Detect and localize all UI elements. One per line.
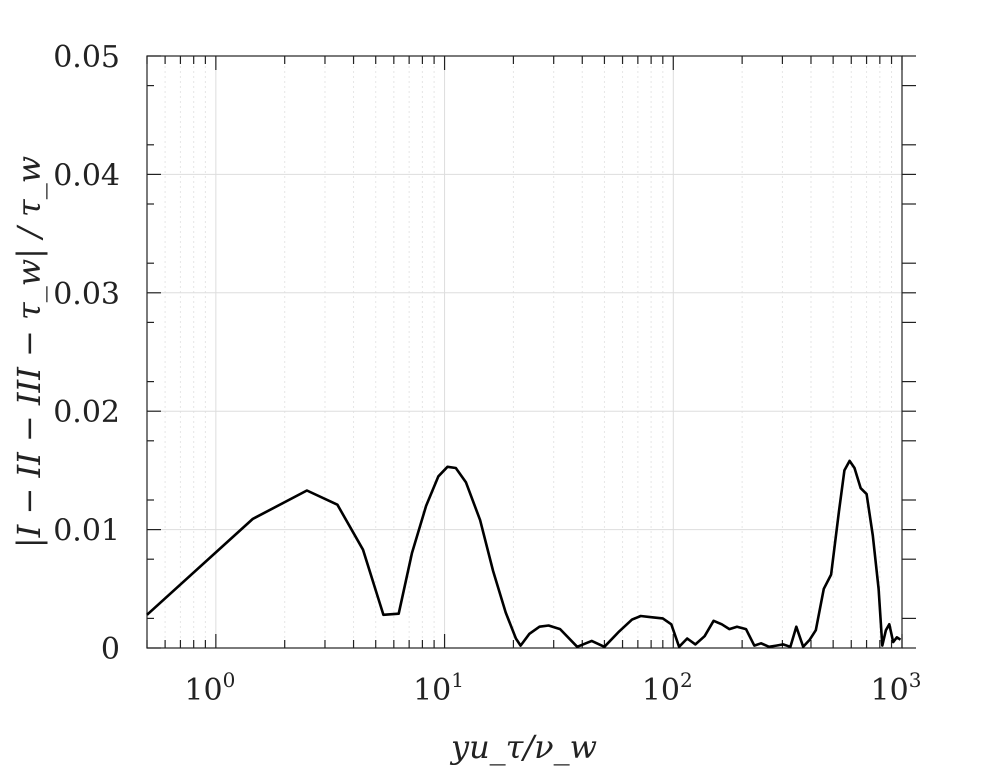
- y-tick-label: 0.05: [53, 40, 120, 75]
- y-axis-label: |I − II − III − τ_w| / τ_w: [10, 156, 48, 548]
- plot-area-frame: [146, 55, 903, 649]
- y-tick-label: 0.01: [53, 514, 120, 549]
- series-layer: [146, 459, 902, 649]
- tick-labels: 100 101 102 103 0 0.01 0.02 0.03 0.04 0.05: [53, 40, 921, 708]
- x-tick-label: 102: [642, 668, 693, 708]
- y-tick-label: 0: [101, 632, 120, 667]
- x-axis-label: yu_τ/ν_w: [449, 728, 597, 766]
- series-line: [146, 459, 902, 649]
- y-tick-label: 0.02: [53, 395, 120, 430]
- axis-ticks: [146, 55, 916, 649]
- grid: [146, 55, 903, 649]
- x-tick-label: 100: [184, 668, 235, 708]
- x-tick-label: 103: [871, 668, 922, 708]
- x-tick-label: 101: [413, 668, 464, 708]
- y-tick-label: 0.04: [53, 158, 120, 193]
- y-tick-label: 0.03: [53, 277, 120, 312]
